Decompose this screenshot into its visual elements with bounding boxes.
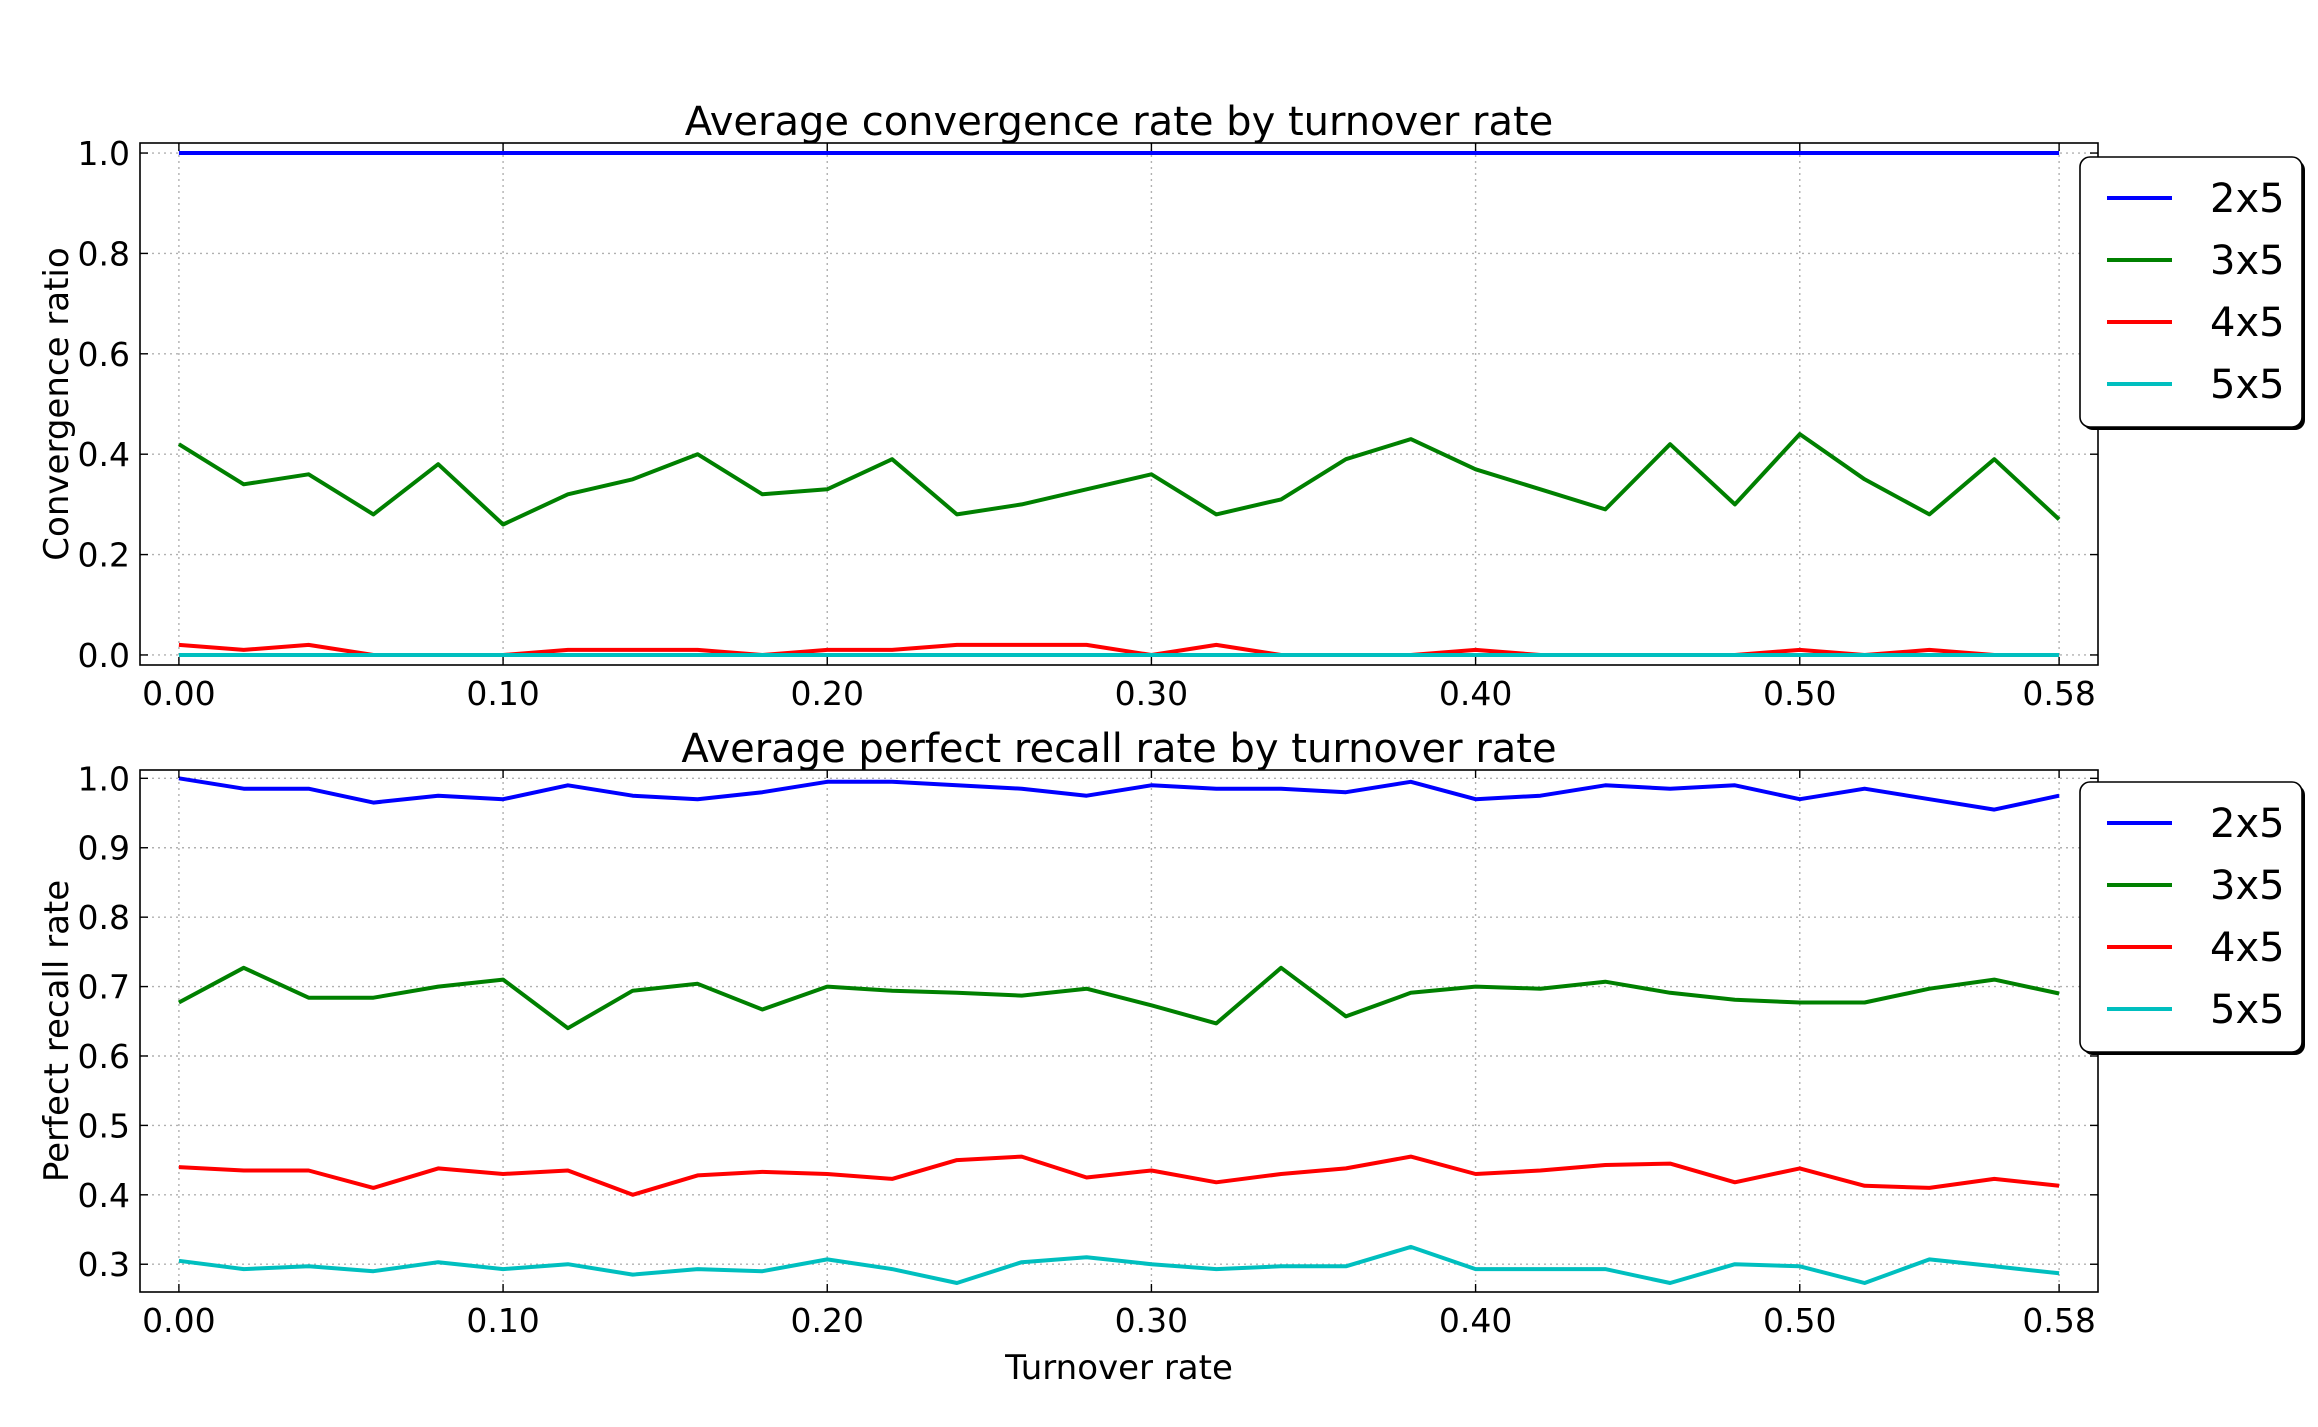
series-line-3x5: [177, 432, 2061, 527]
legend-label-2x5: 2x5: [2210, 176, 2285, 222]
legend-box: [2079, 781, 2303, 1053]
x-tick-label: 0.50: [1763, 674, 1836, 713]
x-tick-label: 0.30: [1115, 674, 1188, 713]
x-tick-label: 0.00: [142, 1301, 215, 1340]
y-tick-label: 0.3: [78, 1245, 130, 1284]
y-tick-label: 0.8: [78, 234, 130, 273]
x-axis-label: Turnover rate: [1004, 1348, 1233, 1388]
y-tick-label: 0.4: [78, 1176, 130, 1215]
y-axis-label: Convergence ratio: [37, 247, 77, 560]
y-axis-label: Perfect recall rate: [37, 880, 77, 1182]
x-tick-label: 0.00: [142, 674, 215, 713]
y-tick-label: 0.5: [78, 1106, 130, 1145]
x-tick-label: 0.40: [1439, 1301, 1512, 1340]
legend-box: [2079, 156, 2303, 428]
y-tick-label: 0.8: [78, 898, 130, 937]
y-tick-label: 0.0: [78, 636, 130, 675]
chart-title: Average convergence rate by turnover rat…: [685, 99, 1554, 145]
x-tick-label: 0.30: [1115, 1301, 1188, 1340]
legend-label-4x5: 4x5: [2210, 300, 2285, 346]
series-line-4x5: [178, 1154, 2060, 1197]
legend-label-2x5: 2x5: [2210, 801, 2285, 847]
recall-chart: 0.00 0.10 0.20 0.30 0.40 0.50 0.58 0.3 0.4 0.5 0.6…: [37, 726, 2305, 1388]
series-line-5x5: [178, 1244, 2060, 1285]
chart-title: Average perfect recall rate by turnover …: [681, 726, 1556, 772]
y-tick-label: 1.0: [78, 759, 130, 798]
plot-frame: [139, 142, 2099, 666]
x-tick-label: 0.10: [466, 1301, 539, 1340]
legend-label-4x5: 4x5: [2210, 925, 2285, 971]
convergence-chart: 0.00 0.10 0.20 0.30 0.40 0.50 0.58 0.0 0.2 0.4 0.6…: [37, 99, 2305, 713]
legend-label-3x5: 3x5: [2210, 863, 2285, 909]
y-tick-label: 0.7: [78, 968, 130, 1007]
y-tick-label: 1.0: [78, 134, 130, 173]
legend-label-5x5: 5x5: [2210, 987, 2285, 1033]
y-tick-label: 0.9: [78, 829, 130, 868]
legend-label-3x5: 3x5: [2210, 238, 2285, 284]
x-tick-label: 0.58: [2022, 1301, 2095, 1340]
y-tick-label: 0.6: [78, 335, 130, 374]
x-tick-label: 0.40: [1439, 674, 1512, 713]
y-tick-label: 0.2: [78, 536, 130, 575]
x-tick-label: 0.20: [791, 1301, 864, 1340]
legend-label-5x5: 5x5: [2210, 362, 2285, 408]
y-tick-label: 0.4: [78, 435, 130, 474]
x-tick-label: 0.58: [2022, 674, 2095, 713]
series-line-2x5: [178, 776, 2060, 812]
x-tick-label: 0.20: [791, 674, 864, 713]
x-tick-label: 0.50: [1763, 1301, 1836, 1340]
x-tick-label: 0.10: [466, 674, 539, 713]
y-tick-label: 0.6: [78, 1037, 130, 1076]
series-line-3x5: [177, 965, 2060, 1031]
